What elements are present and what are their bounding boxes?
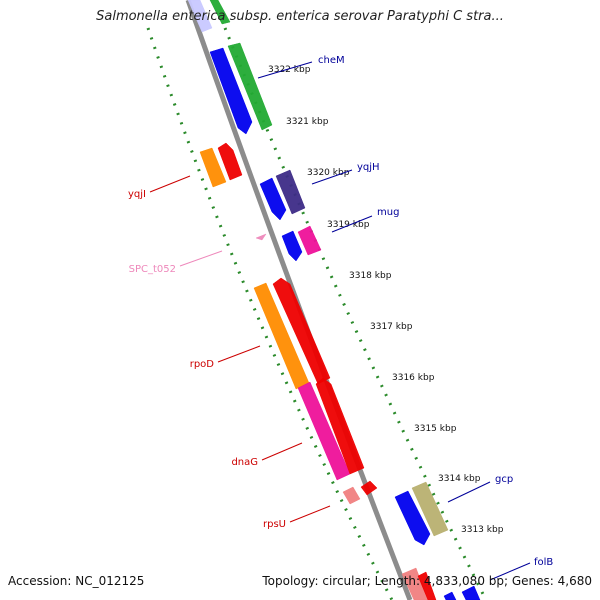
gene-features [187, 0, 481, 600]
tick-3315: 3315 kbp [414, 424, 457, 434]
gene-dnaG-red[interactable] [315, 377, 365, 475]
leader-gcp [447, 481, 491, 503]
gene-partial-bottom-blue[interactable] [443, 591, 457, 600]
leader-dnaG [261, 442, 303, 461]
leader-cheM [257, 61, 313, 79]
label-yqjI[interactable]: yqjI [128, 189, 146, 200]
kbp-ticks: 3322 kbp 3321 kbp 3320 kbp 3319 kbp 3318… [268, 65, 504, 535]
tick-3321: 3321 kbp [286, 117, 329, 127]
label-SPC_t052[interactable]: SPC_t052 [129, 264, 176, 275]
gene-partial-bottom-salmon[interactable] [401, 567, 429, 600]
gene-partial-bottom-red[interactable] [417, 571, 437, 600]
leader-folB [489, 562, 531, 581]
gene-rpsU-salmon[interactable] [342, 486, 361, 505]
leader-yqjI [149, 175, 191, 193]
gene-gcp-olive[interactable] [411, 481, 449, 537]
genome-stats-text: Topology: circular; Length: 4,833,080 bp… [262, 574, 592, 588]
gene-yqjH-purple[interactable] [275, 169, 306, 215]
leader-rpoD [217, 345, 261, 363]
label-folB[interactable]: folB [534, 557, 553, 568]
label-gcp[interactable]: gcp [495, 474, 513, 485]
tick-3317: 3317 kbp [370, 322, 413, 332]
gene-partial-top-lavender[interactable] [187, 0, 213, 33]
tick-3313: 3313 kbp [461, 525, 504, 535]
label-rpsU[interactable]: rpsU [263, 519, 286, 530]
gene-mug-blue[interactable] [281, 230, 303, 262]
gene-yqjH-blue[interactable] [259, 177, 287, 221]
accession-text: Accession: NC_012125 [8, 574, 145, 588]
gene-SPC_t052[interactable] [255, 233, 267, 241]
leader-rpsU [289, 505, 331, 523]
gene-cheM[interactable] [227, 42, 273, 131]
leader-SPC_t052 [179, 250, 223, 267]
label-cheM[interactable]: cheM [318, 55, 345, 66]
gene-rpoD-red[interactable] [272, 277, 331, 385]
label-mug[interactable]: mug [377, 207, 399, 218]
gene-gcp-blue[interactable] [394, 490, 431, 546]
gene-mug-magenta[interactable] [297, 225, 322, 256]
gene-yqjI-orange[interactable] [199, 147, 227, 188]
tick-3320: 3320 kbp [307, 168, 350, 178]
label-leaders [149, 61, 531, 581]
tick-3322: 3322 kbp [268, 65, 311, 75]
leader-mug [331, 215, 373, 233]
tick-3314: 3314 kbp [438, 474, 481, 484]
leader-yqjH [311, 169, 353, 185]
gene-yqjI-red[interactable] [217, 142, 243, 181]
gene-labels: cheM yqjH mug gcp folB yqjI SPC_t052 rpo… [128, 55, 553, 568]
tick-3318: 3318 kbp [349, 271, 392, 281]
map-title: Salmonella enterica subsp. enterica sero… [96, 9, 504, 24]
tick-3316: 3316 kbp [392, 373, 435, 383]
label-yqjH[interactable]: yqjH [357, 162, 380, 173]
gene-partial-bottom-blue2[interactable] [461, 585, 481, 600]
label-rpoD[interactable]: rpoD [190, 359, 215, 370]
genome-backbone [185, 0, 413, 600]
gene-blue-1[interactable] [209, 47, 253, 135]
gene-partial-top-green[interactable] [209, 0, 231, 25]
label-dnaG[interactable]: dnaG [231, 457, 258, 468]
gene-rpsU-red[interactable] [360, 480, 378, 496]
